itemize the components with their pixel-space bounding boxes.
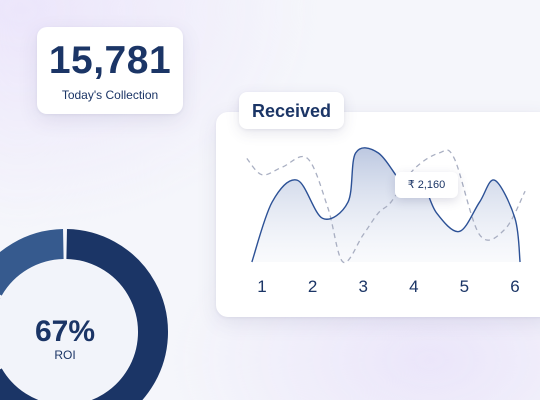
- value-tooltip: ₹ 2,160: [395, 172, 458, 198]
- x-tick-label: 3: [358, 277, 367, 296]
- x-tick-label: 1: [257, 277, 266, 296]
- received-title-tag: Received: [239, 92, 344, 129]
- donut-center: [0, 260, 137, 400]
- collection-label: Today's Collection: [61, 88, 159, 102]
- received-title: Received: [251, 101, 332, 121]
- x-tick-label: 2: [308, 277, 317, 296]
- series-dashed-line: [246, 149, 526, 264]
- donut-segment-roi-main: [0, 229, 168, 400]
- x-tick-label: 5: [460, 277, 469, 296]
- x-tick-label: 4: [409, 277, 418, 296]
- collection-value: 15,781: [48, 39, 172, 82]
- roi-label: ROI: [54, 348, 76, 362]
- collection-card: 15,781 Today's Collection: [37, 27, 183, 114]
- donut-segment-blue: [0, 229, 65, 297]
- series-area: [251, 147, 521, 262]
- tooltip-text: ₹ 2,160: [407, 179, 446, 191]
- x-tick-label: 6: [510, 277, 519, 296]
- roi-value: 67%: [34, 315, 96, 348]
